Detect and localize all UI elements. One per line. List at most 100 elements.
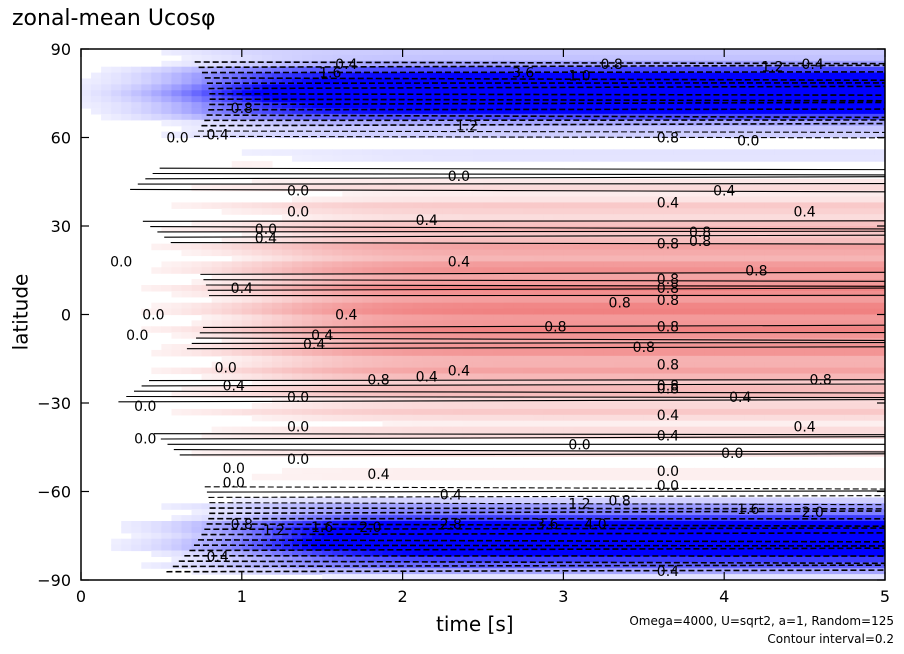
fill-cell [171, 367, 183, 375]
fill-cell [714, 420, 725, 428]
fill-cell [603, 408, 615, 416]
fill-cell [422, 385, 434, 392]
fill-cell [483, 450, 494, 457]
fill-cell [201, 349, 213, 357]
fill-cell [342, 243, 353, 251]
fill-cell [121, 108, 132, 115]
fill-cell [684, 184, 695, 192]
fill-cell [583, 538, 595, 546]
fill-cell [694, 72, 705, 80]
fill-cell [754, 467, 765, 475]
fill-cell [523, 503, 534, 510]
fill-cell [523, 285, 534, 292]
fill-cell [694, 497, 705, 504]
fill-cell [332, 320, 343, 327]
fill-cell [231, 261, 243, 268]
fill-cell [191, 72, 203, 80]
fill-cell [251, 290, 263, 298]
fill-cell [543, 379, 554, 386]
fill-cell [623, 267, 635, 274]
fill-cell [442, 285, 454, 292]
fill-cell [653, 149, 665, 156]
fill-cell [171, 267, 183, 274]
fill-cell [352, 332, 363, 339]
fill-cell [774, 338, 786, 345]
fill-cell [161, 550, 173, 557]
fill-cell [784, 414, 796, 422]
fill-cell [442, 155, 454, 162]
fill-cell [231, 385, 243, 392]
fill-cell [543, 243, 554, 251]
fill-cell [714, 202, 725, 209]
fill-cell [352, 190, 363, 198]
fill-cell [342, 54, 353, 62]
fill-cell [493, 556, 504, 563]
fill-cell [814, 515, 826, 522]
fill-cell [241, 231, 253, 239]
fill-cell [714, 84, 725, 91]
fill-cell [302, 361, 313, 369]
fill-cell [493, 78, 504, 85]
fill-cell [653, 450, 665, 457]
fill-cell [784, 202, 796, 209]
fill-cell [653, 231, 665, 239]
fill-cell [774, 196, 786, 203]
fill-cell [332, 538, 343, 546]
fill-cell [422, 220, 434, 227]
fill-cell [292, 231, 303, 239]
fill-cell [533, 308, 544, 316]
fill-cell [573, 544, 585, 552]
fill-cell [211, 544, 223, 552]
fill-cell [231, 338, 243, 345]
fill-cell [663, 155, 675, 162]
fill-cell [211, 220, 223, 227]
fill-cell [734, 131, 745, 139]
fill-cell [312, 96, 323, 103]
fill-cell [221, 314, 233, 321]
fill-cell [804, 261, 816, 268]
fill-cell [663, 473, 675, 481]
fill-cell [362, 450, 374, 457]
fill-cell [714, 521, 725, 528]
fill-cell [663, 60, 675, 68]
fill-cell [261, 161, 273, 168]
fill-cell [362, 391, 374, 398]
fill-cell [714, 574, 725, 580]
fill-cell [382, 131, 394, 139]
fill-cell [613, 361, 625, 369]
fill-cell [462, 290, 474, 298]
fill-cell [352, 426, 363, 434]
fill-cell [322, 78, 333, 85]
fill-cell [503, 208, 514, 215]
fill-cell [261, 320, 273, 327]
fill-cell [533, 119, 544, 127]
fill-cell [794, 90, 806, 97]
fill-cell [472, 90, 484, 97]
fill-cell [282, 379, 293, 386]
fill-cell [724, 355, 735, 363]
fill-cell [563, 361, 575, 369]
fill-cell [302, 391, 313, 398]
fill-cell [784, 373, 796, 380]
fill-cell [704, 96, 715, 103]
fill-cell [412, 49, 424, 56]
fill-cell [211, 96, 223, 103]
fill-cell [493, 296, 504, 304]
fill-cell [543, 544, 554, 552]
fill-cell [91, 102, 102, 109]
fill-cell [191, 84, 203, 91]
fill-cell [412, 155, 424, 162]
fill-cell [623, 60, 635, 68]
fill-cell [734, 497, 745, 504]
fill-cell [774, 267, 786, 274]
fill-cell [392, 220, 404, 227]
fill-cell [653, 285, 665, 292]
fill-cell [503, 60, 514, 68]
fill-cell [231, 332, 243, 339]
fill-cell [312, 344, 323, 351]
fill-cell [684, 214, 695, 221]
fill-cell [764, 373, 776, 380]
fill-cell [342, 391, 353, 398]
fill-cell [643, 544, 655, 552]
fill-cell [784, 90, 796, 97]
